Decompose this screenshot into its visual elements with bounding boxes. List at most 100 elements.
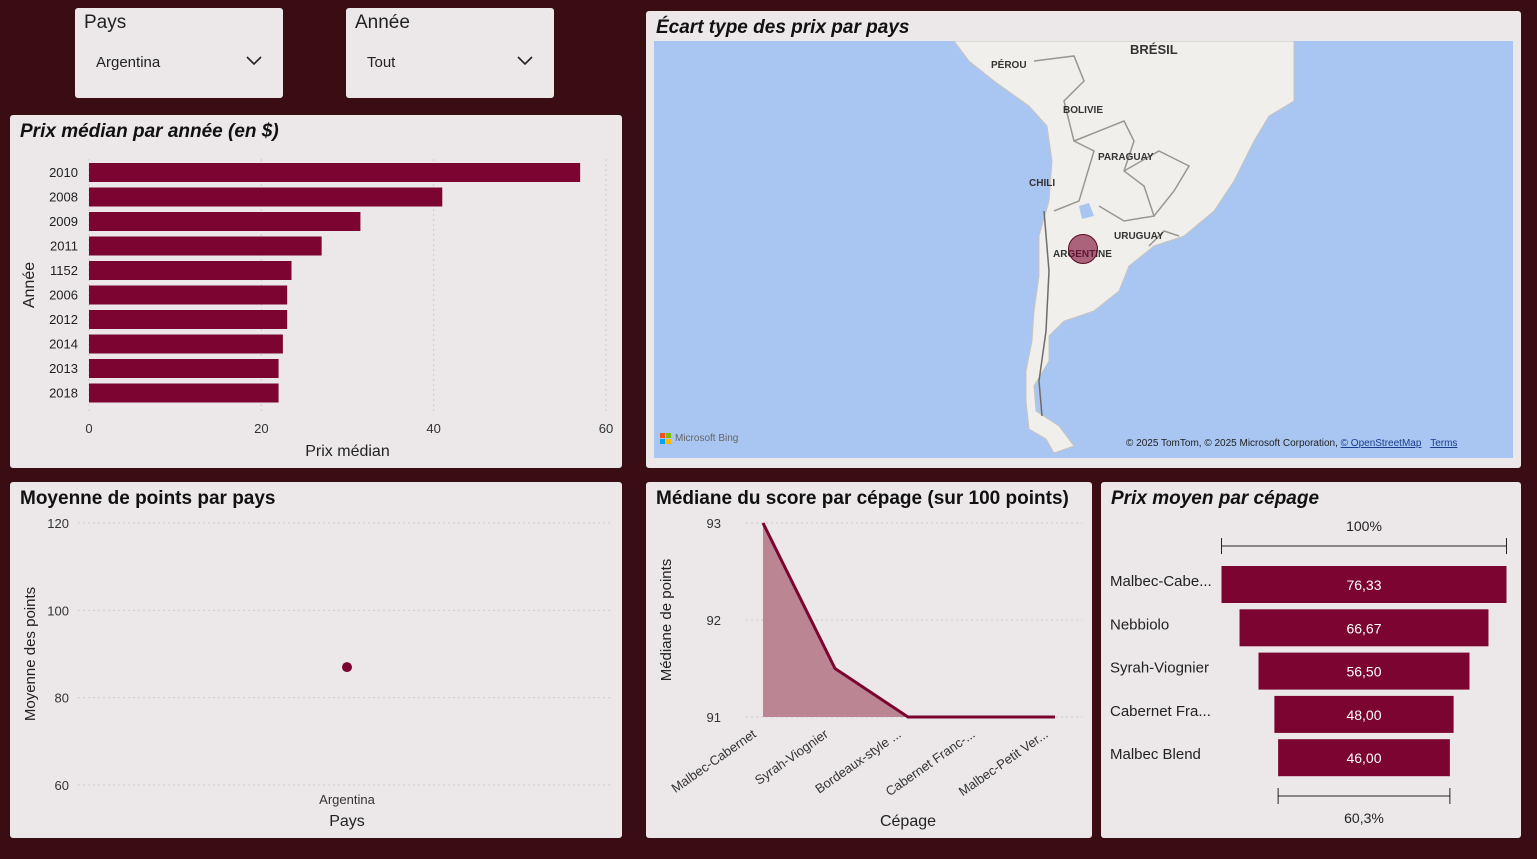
y-tick-label: 2009: [49, 214, 78, 229]
y-tick-label: 2018: [49, 386, 78, 401]
y-tick-label: 2012: [49, 312, 78, 327]
x-tick-label: 20: [254, 421, 268, 436]
x-tick-label: 40: [426, 421, 440, 436]
y-tick-label: 1152: [50, 263, 78, 278]
bar: [89, 163, 581, 182]
funnel-category-label: Malbec-Cabe...: [1110, 573, 1212, 590]
country-slicer[interactable]: Pays Argentina: [75, 8, 283, 98]
median-price-by-year-panel: Prix médian par année (en $) 0 20 40 60 2010…: [10, 115, 622, 468]
bar: [89, 212, 361, 231]
year-slicer-label: Année: [355, 12, 410, 33]
terms-link[interactable]: Terms: [1430, 438, 1458, 449]
funnel-value-label: 56,50: [1346, 664, 1381, 680]
chevron-down-icon[interactable]: [516, 54, 534, 66]
funnel-bar: [1221, 566, 1507, 603]
lake: [1079, 203, 1094, 219]
x-tick-label: 60: [599, 421, 613, 436]
map-canvas[interactable]: BRÉSIL PÉROU BOLIVIE PARAGUAY CHILI URUG…: [654, 41, 1513, 458]
bar: [89, 383, 279, 403]
windows-icon: [660, 433, 671, 444]
map-label-uruguay: URUGUAY: [1114, 231, 1164, 242]
y-tick-label: 100: [47, 603, 69, 618]
map-bubble-argentina[interactable]: [1068, 234, 1098, 264]
funnel-bottom-percent: 60,3%: [1344, 810, 1384, 826]
x-tick-label: Argentina: [319, 792, 375, 807]
y-tick-label: 93: [707, 516, 721, 531]
funnel-value-label: 76,33: [1346, 577, 1381, 593]
map-label-peru: PÉROU: [991, 60, 1027, 71]
openstreetmap-link[interactable]: © OpenStreetMap: [1340, 438, 1422, 449]
funnel-bar: [1258, 652, 1470, 690]
y-tick-label: 80: [55, 691, 69, 706]
attribution-text: © 2025 TomTom, © 2025 Microsoft Corporat…: [1126, 438, 1338, 449]
data-point: [342, 662, 352, 673]
y-tick-label: 91: [707, 710, 721, 725]
country-slicer-label: Pays: [84, 12, 127, 33]
panel-title: Prix moyen par cépage: [1111, 488, 1320, 509]
x-axis-title: Cépage: [880, 813, 936, 830]
bing-logo-text: Microsoft Bing: [675, 433, 739, 444]
area-line: [761, 522, 1055, 719]
border-line: [1033, 55, 1095, 212]
map-label-chile: CHILI: [1029, 178, 1056, 189]
bar: [89, 359, 279, 378]
panel-title: Moyenne de points par pays: [20, 488, 276, 509]
y-tick-label: 2013: [49, 361, 78, 376]
map-attribution: © 2025 TomTom, © 2025 Microsoft Corporat…: [1126, 438, 1457, 449]
x-axis-title: Pays: [329, 813, 365, 830]
border-line: [1038, 210, 1050, 417]
funnel-category-label: Cabernet Fra...: [1110, 703, 1211, 720]
funnel-value-label: 46,00: [1346, 750, 1381, 766]
bar: [89, 236, 322, 256]
x-axis-title: Prix médian: [305, 443, 389, 460]
land-mass: [953, 41, 1295, 454]
y-tick-label: 60: [55, 778, 69, 793]
x-tick-label: 0: [85, 421, 92, 436]
panel-title: Prix médian par année (en $): [20, 121, 279, 142]
bar: [89, 285, 288, 305]
bar: [89, 334, 283, 354]
avg-points-scatter-chart: 60 80 100 120 Argentina Pays Moyenne des point…: [22, 516, 610, 830]
panel-title: Écart type des prix par pays: [656, 17, 910, 38]
microsoft-bing-logo: Microsoft Bing: [660, 433, 738, 444]
y-axis-title: Médiane de points: [658, 559, 675, 682]
bar: [89, 261, 292, 280]
median-price-bar-chart: 0 20 40 60 2010 2008 2009 2011 1152 2006 2012 2014 2…: [21, 159, 613, 460]
avg-price-funnel-chart: 100% 76,33 Malbec-Cabe... 66,67 Nebbiolo 56,5…: [1110, 518, 1507, 826]
y-tick-label: 2014: [49, 337, 78, 352]
y-tick-label: 2010: [49, 165, 78, 180]
x-tick-label: Malbec-Cabernet: [668, 726, 759, 796]
y-tick-label: 2011: [50, 239, 78, 254]
y-axis-title: Moyenne des points: [22, 587, 39, 721]
avg-price-by-grape-panel: Prix moyen par cépage 100% 76,33 Malbec-Ca…: [1101, 482, 1521, 838]
bar: [89, 187, 443, 207]
funnel-category-label: Malbec Blend: [1110, 746, 1201, 763]
y-tick-label: 92: [707, 613, 721, 628]
y-tick-label: 2006: [49, 288, 78, 303]
funnel-category-label: Syrah-Viognier: [1110, 660, 1209, 677]
border-line: [1073, 120, 1155, 222]
funnel-value-label: 66,67: [1346, 620, 1381, 636]
border-line: [1123, 150, 1191, 217]
map-label-paraguay: PARAGUAY: [1098, 152, 1154, 163]
funnel-category-label: Nebbiolo: [1110, 616, 1169, 633]
year-slicer-value[interactable]: Tout: [367, 54, 396, 71]
median-score-area-chart: 919293Malbec-CabernetSyrah-ViognierBorde…: [658, 516, 1082, 830]
funnel-bar: [1239, 609, 1489, 647]
median-score-by-grape-panel: Médiane du score par cépage (sur 100 poi…: [646, 482, 1092, 838]
country-slicer-value[interactable]: Argentina: [96, 54, 161, 71]
year-slicer[interactable]: Année Tout: [346, 8, 554, 98]
bar: [89, 310, 288, 329]
area-fill: [763, 523, 1055, 717]
funnel-bar: [1274, 695, 1454, 733]
price-stddev-map-panel: Écart type des prix par pays BRÉSIL PÉRO…: [646, 11, 1521, 468]
y-tick-label: 120: [47, 516, 69, 531]
y-tick-label: 2008: [49, 190, 78, 205]
chevron-down-icon[interactable]: [245, 54, 263, 66]
map-label-bolivia: BOLIVIE: [1063, 105, 1104, 116]
funnel-top-percent: 100%: [1346, 518, 1382, 534]
map-label-brazil: BRÉSIL: [1130, 42, 1178, 57]
y-axis-title: Année: [21, 262, 38, 308]
border-line: [1148, 230, 1180, 247]
funnel-value-label: 48,00: [1346, 707, 1381, 723]
